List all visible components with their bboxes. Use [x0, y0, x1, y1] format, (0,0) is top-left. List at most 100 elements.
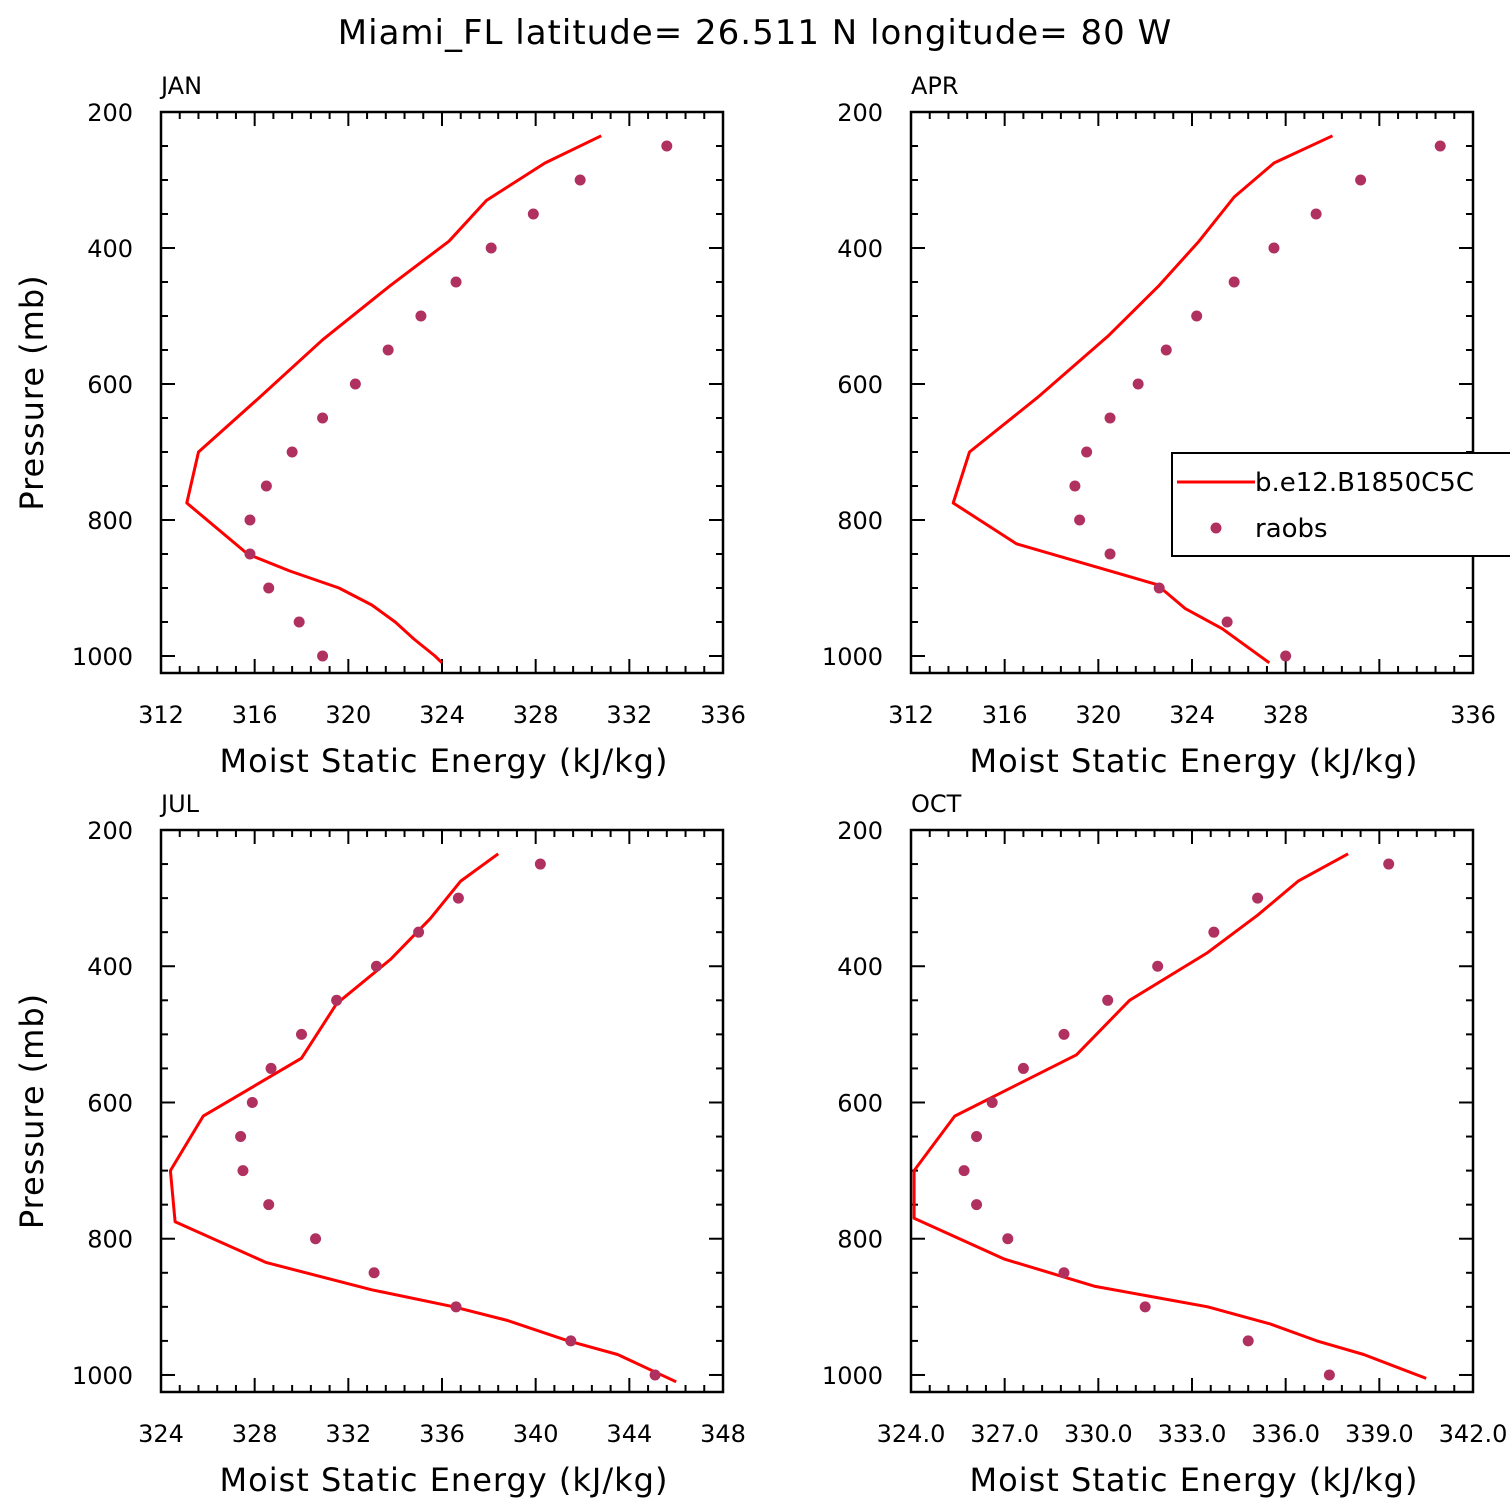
- legend-label-model: b.e12.B1850C5C: [1255, 468, 1474, 498]
- raobs-point: [263, 1199, 275, 1211]
- raobs-point: [452, 892, 464, 904]
- x-tick-label: 339.0: [1345, 1420, 1414, 1448]
- raobs-point: [1191, 310, 1203, 322]
- raobs-point: [971, 1199, 983, 1211]
- y-tick-label: 800: [87, 1226, 133, 1254]
- x-tick-label: 316: [982, 701, 1028, 729]
- y-tick-label: 800: [87, 507, 133, 535]
- model-series-line: [168, 852, 677, 1384]
- raobs-point: [534, 858, 546, 870]
- raobs-point: [1074, 514, 1086, 526]
- raobs-point: [1383, 858, 1395, 870]
- y-tick-label: 1000: [72, 643, 133, 671]
- raobs-point: [1104, 412, 1116, 424]
- raobs-point: [1268, 242, 1280, 254]
- y-tick-label: 600: [87, 371, 133, 399]
- model-series-line: [912, 852, 1427, 1380]
- y-tick-label: 800: [837, 507, 883, 535]
- y-tick-label: 200: [87, 817, 133, 845]
- raobs-point: [1139, 1301, 1151, 1313]
- plot-frame: [159, 828, 725, 1394]
- model-series-line: [185, 134, 602, 664]
- raobs-point: [286, 446, 298, 458]
- raobs-point: [1355, 174, 1367, 186]
- panel-title: JUL: [159, 790, 200, 818]
- y-tick-label: 200: [837, 817, 883, 845]
- chart-panel-jul: JUL 324 328 332 336 340 344 348 200 400 600 800 1000…: [13, 790, 746, 1499]
- raobs-point: [265, 1062, 277, 1074]
- chart-panel-jan: JAN 312 316 320 324 328 332 336 200 400 600 800 1000…: [13, 72, 746, 780]
- x-tick-label: 324: [1169, 701, 1215, 729]
- x-tick-label: 336: [419, 1420, 465, 1448]
- x-tick-label: 336.0: [1251, 1420, 1320, 1448]
- raobs-point: [260, 480, 272, 492]
- x-tick-label: 324.0: [877, 1420, 946, 1448]
- x-tick-label: 316: [232, 701, 278, 729]
- y-axis-label: Pressure (mb): [13, 274, 51, 510]
- x-tick-label: 324: [138, 1420, 184, 1448]
- raobs-point: [244, 548, 256, 560]
- x-tick-label: 327.0: [970, 1420, 1039, 1448]
- raobs-point: [1310, 208, 1322, 220]
- raobs-point: [1280, 650, 1292, 662]
- raobs-point: [1102, 994, 1114, 1006]
- raobs-point: [1153, 582, 1165, 594]
- raobs-point: [485, 242, 497, 254]
- raobs-point: [1132, 378, 1144, 390]
- plot-frame: [909, 828, 1475, 1394]
- raobs-point: [263, 582, 275, 594]
- x-axis-label: Moist Static Energy (kJ/kg): [970, 1461, 1419, 1499]
- x-tick-label: 328: [232, 1420, 278, 1448]
- raobs-point: [565, 1335, 577, 1347]
- x-axis-label: Moist Static Energy (kJ/kg): [220, 742, 669, 780]
- raobs-point: [1058, 1028, 1070, 1040]
- y-tick-label: 400: [87, 235, 133, 263]
- raobs-point: [237, 1165, 249, 1177]
- panel-title: JAN: [159, 72, 202, 100]
- raobs-point: [986, 1096, 998, 1108]
- chart-panel-oct: OCT 324.0 327.0 330.0 333.0 336.0 339.0 342.0 20…: [822, 790, 1507, 1499]
- plot-frame: [909, 110, 1475, 675]
- legend-dot-swatch: [1210, 522, 1222, 534]
- raobs-point: [293, 616, 305, 628]
- raobs-point: [649, 1369, 661, 1381]
- raobs-point: [235, 1131, 247, 1143]
- y-tick-label: 600: [87, 1089, 133, 1117]
- raobs-point: [382, 344, 394, 356]
- y-tick-label: 1000: [72, 1362, 133, 1390]
- raobs-point: [1221, 616, 1233, 628]
- y-tick-label: 1000: [822, 643, 883, 671]
- raobs-point: [317, 412, 329, 424]
- y-tick-label: 200: [837, 99, 883, 127]
- legend-label-raobs: raobs: [1255, 514, 1328, 544]
- raobs-point: [450, 1301, 462, 1313]
- x-tick-label: 332: [606, 701, 652, 729]
- x-tick-label: 320: [325, 701, 371, 729]
- x-axis-label: Moist Static Energy (kJ/kg): [220, 1461, 669, 1499]
- y-tick-label: 1000: [822, 1362, 883, 1390]
- y-tick-label: 400: [837, 953, 883, 981]
- raobs-point: [370, 960, 382, 972]
- raobs-point: [317, 650, 329, 662]
- x-tick-label: 330.0: [1064, 1420, 1133, 1448]
- raobs-point: [310, 1233, 322, 1245]
- raobs-point: [1242, 1335, 1254, 1347]
- model-series-line: [951, 134, 1334, 665]
- x-tick-label: 340: [513, 1420, 559, 1448]
- raobs-point: [413, 926, 425, 938]
- raobs-point: [415, 310, 427, 322]
- raobs-point: [1002, 1233, 1014, 1245]
- x-tick-label: 324: [419, 701, 465, 729]
- plot-frame: [159, 110, 725, 675]
- y-tick-label: 200: [87, 99, 133, 127]
- raobs-point: [246, 1096, 258, 1108]
- raobs-point: [527, 208, 539, 220]
- raobs-point: [331, 994, 343, 1006]
- raobs-point: [1252, 892, 1264, 904]
- raobs-point: [1323, 1369, 1335, 1381]
- raobs-point: [1058, 1267, 1070, 1279]
- y-tick-label: 600: [837, 371, 883, 399]
- y-tick-label: 800: [837, 1226, 883, 1254]
- x-tick-label: 336: [700, 701, 746, 729]
- raobs-point: [1160, 344, 1172, 356]
